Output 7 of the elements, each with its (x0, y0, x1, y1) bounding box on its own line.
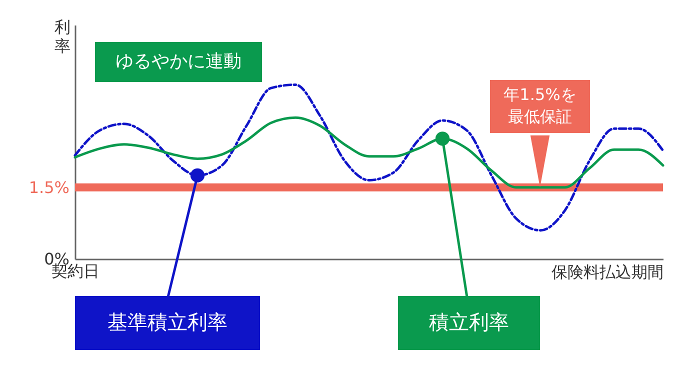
text: 基準積立利率 (108, 310, 228, 334)
text: 積立利率 (429, 310, 509, 334)
y-axis-title: 利率 (54, 18, 70, 56)
annotation: 年1.5%を最低保証 (504, 85, 576, 126)
annotation: ゆるやかに連動 (116, 51, 242, 72)
x-axis-title: 保険料払込期間 (552, 262, 664, 282)
y-tick-label: 1.5% (28, 178, 70, 197)
